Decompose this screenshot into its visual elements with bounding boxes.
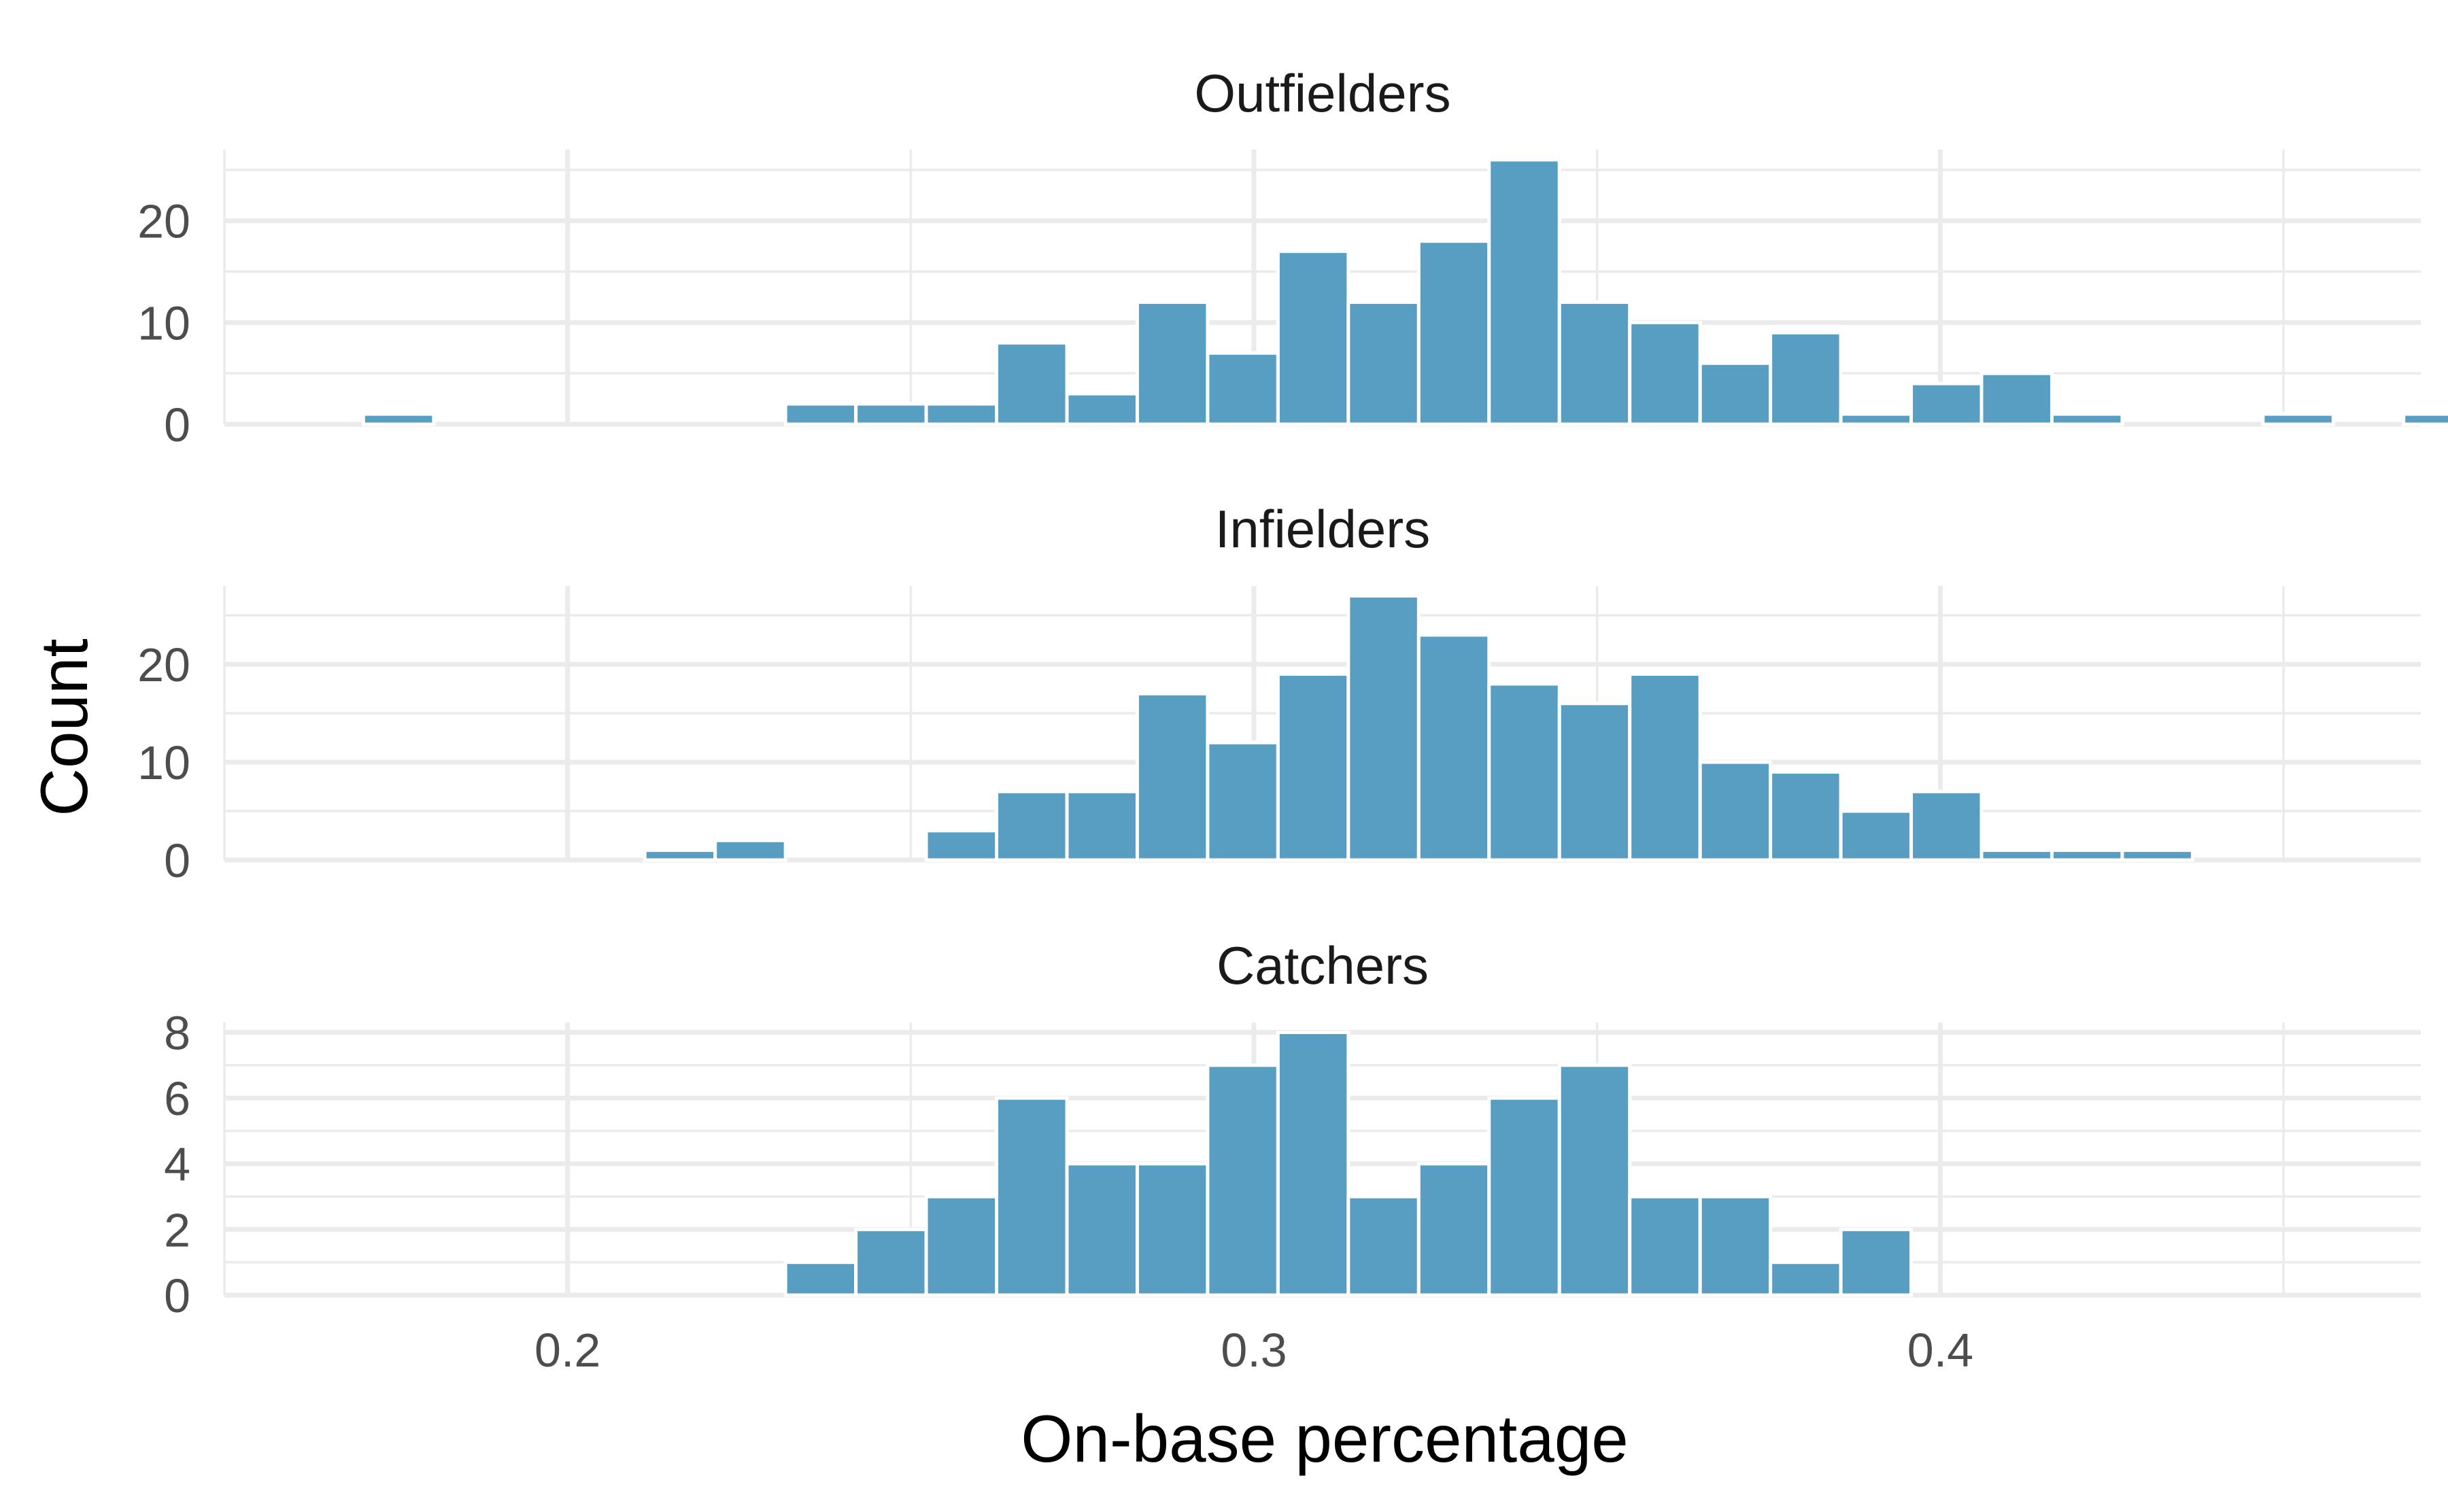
histogram-bar: [1487, 158, 1561, 426]
y-tick-label: 0: [164, 398, 190, 451]
panel-outfielders: Outfielders 0 10 20: [137, 63, 2448, 451]
histogram-bar: [1769, 770, 1843, 862]
histogram-bar: [1416, 239, 1491, 426]
histogram-bar: [1839, 412, 1914, 426]
histogram-bar: [924, 829, 999, 862]
histogram-bar: [1416, 1162, 1491, 1297]
y-tick-label: 10: [137, 296, 190, 349]
histogram-bar: [1346, 1195, 1421, 1297]
histogram-bar: [783, 402, 858, 426]
y-tick-label: 10: [137, 736, 190, 789]
histogram-bar: [1346, 594, 1421, 862]
histogram-bar: [854, 402, 928, 426]
panel-title: Outfielders: [1194, 63, 1450, 123]
histogram-bar: [1065, 789, 1139, 862]
histogram-bar: [1135, 691, 1210, 862]
histogram-bar: [1135, 300, 1210, 426]
histogram-bar: [1909, 381, 1984, 426]
y-tick-label: 6: [164, 1072, 190, 1125]
histogram-bar: [713, 838, 787, 862]
x-tick-label: 0.3: [1221, 1324, 1287, 1377]
histogram-bar: [1698, 361, 1773, 426]
y-tick-label: 20: [137, 638, 190, 691]
histogram-bar: [1628, 672, 1702, 862]
histogram-bar: [924, 402, 999, 426]
histogram-bar: [1628, 1195, 1702, 1297]
histogram-bar: [1346, 300, 1421, 426]
y-tick-label: 2: [164, 1203, 190, 1256]
histogram-bar: [854, 1227, 928, 1297]
histogram-bar: [1135, 1162, 1210, 1297]
histogram-bar: [1698, 1195, 1773, 1297]
histogram-bar: [2261, 412, 2335, 426]
y-tick-label: 0: [164, 834, 190, 887]
panel-title: Catchers: [1217, 935, 1429, 995]
histogram-bar: [783, 1260, 858, 1297]
panel-infielders: Infielders 0 10 20: [137, 499, 2421, 887]
histogram-bar: [361, 412, 436, 426]
y-tick-label: 8: [164, 1006, 190, 1059]
y-axis-title: Count: [27, 638, 101, 817]
histogram-bar: [1557, 702, 1632, 862]
histogram-bar: [1206, 740, 1280, 862]
histogram-bar: [1416, 633, 1491, 862]
histogram-bar: [995, 341, 1069, 426]
y-tick-label: 4: [164, 1138, 190, 1191]
histogram-bar: [1276, 672, 1350, 862]
histogram-bar: [643, 848, 717, 862]
x-axis-ticks: 0.2 0.3 0.4: [534, 1324, 1973, 1377]
histogram-bar: [1487, 682, 1561, 862]
histogram-bar: [1065, 1162, 1139, 1297]
histogram-bar: [1839, 1227, 1914, 1297]
grid: [223, 586, 2421, 863]
histogram-bar: [1769, 330, 1843, 426]
bars: [783, 1030, 1914, 1297]
panels: Outfielders 0 10 20 Infielders 0 10 20 Catchers 0…: [137, 63, 2448, 1322]
histogram-bar: [1698, 760, 1773, 862]
histogram-bar: [1769, 1260, 1843, 1297]
histogram-bar: [2402, 412, 2448, 426]
panel-catchers: Catchers 0 2 4 6 8: [164, 935, 2421, 1322]
x-tick-label: 0.4: [1907, 1324, 1973, 1377]
histogram-bar: [1487, 1096, 1561, 1297]
histogram-bar: [1979, 848, 2054, 862]
histogram-bar: [1206, 351, 1280, 426]
histogram-bar: [924, 1195, 999, 1297]
bars: [361, 158, 2448, 426]
histogram-bar: [2050, 848, 2124, 862]
histogram-bar: [1979, 371, 2054, 426]
panel-title: Infielders: [1215, 499, 1431, 559]
histogram-bar: [1557, 1063, 1632, 1297]
histogram-bar: [995, 1096, 1069, 1297]
bars: [643, 594, 2194, 862]
histogram-bar: [1839, 809, 1914, 862]
y-tick-label: 0: [164, 1269, 190, 1322]
histogram-bar: [2120, 848, 2194, 862]
histogram-bar: [1206, 1063, 1280, 1297]
histogram-bar: [1276, 250, 1350, 426]
x-axis-title: On-base percentage: [1021, 1401, 1628, 1476]
histogram-bar: [1557, 300, 1632, 426]
histogram-bar: [1065, 392, 1139, 426]
x-tick-label: 0.2: [534, 1324, 600, 1377]
histogram-bar: [1628, 320, 1702, 426]
histogram-bar: [2050, 412, 2124, 426]
histogram-bar: [1909, 789, 1984, 862]
histogram-bar: [995, 789, 1069, 862]
y-tick-label: 20: [137, 195, 190, 248]
histogram-bar: [1276, 1030, 1350, 1297]
